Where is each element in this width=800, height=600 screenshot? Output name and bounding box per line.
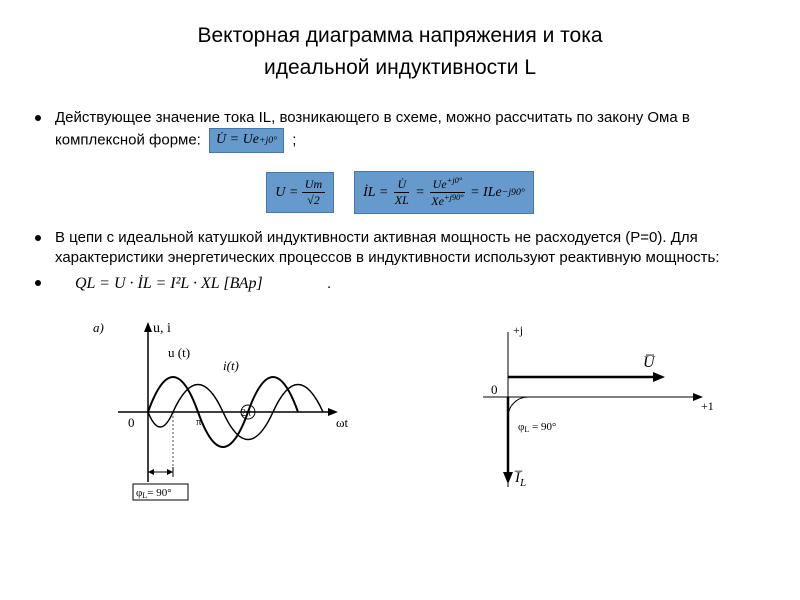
- bullet-dot: [35, 235, 41, 241]
- label-0v: 0: [491, 382, 498, 397]
- bullet-dot: [35, 280, 41, 286]
- label-phi-wave: φL= 90°: [136, 487, 172, 500]
- title-line-2: идеальной индуктивности L: [35, 52, 765, 84]
- label-0: 0: [128, 415, 135, 430]
- formula-il: İL = U̇ XL = Ue+j0° Xe+j90° = ILe−j90°: [354, 171, 534, 214]
- bullet-1-before: Действующее значение тока IL, возникающе…: [55, 109, 690, 149]
- bullet-dot: [35, 115, 41, 121]
- wave-svg: a) u, i ωt 0 u (t) i(t) π 2π: [78, 312, 358, 512]
- label-ui: u, i: [153, 321, 171, 336]
- bullet-3: QL = U · İL = I²L · XL [ВАр] .: [35, 273, 765, 295]
- slide-title: Векторная диаграмма напряжения и тока ид…: [35, 20, 765, 83]
- bullet-2-text: В цепи с идеальной катушкой индуктивност…: [55, 228, 765, 269]
- formula-um: U = Um √2: [266, 172, 334, 213]
- label-p1: +1: [701, 399, 714, 413]
- label-it: i(t): [223, 358, 239, 373]
- label-pi: π: [196, 416, 202, 428]
- bullet-2: В цепи с идеальной катушкой индуктивност…: [35, 228, 765, 269]
- label-phi-vec: φL = 90°: [518, 421, 556, 434]
- label-2pi: 2π: [241, 408, 251, 419]
- formula-ql: QL = U · İL = I²L · XL [ВАр]: [75, 275, 263, 292]
- label-ut: u (t): [168, 345, 190, 360]
- label-a: a): [93, 320, 104, 335]
- formula-row: U = Um √2 İL = U̇ XL = Ue+j0° Xe+j90° = …: [35, 171, 765, 214]
- bullet-1-after: ;: [292, 132, 296, 149]
- bullet-3-text: QL = U · İL = I²L · XL [ВАр] .: [55, 273, 765, 295]
- diagrams-row: a) u, i ωt 0 u (t) i(t) π 2π: [35, 312, 765, 517]
- vector-svg: +j +1 0 U̅ I̅L φL = 90°: [443, 312, 723, 512]
- label-il-vec: I̅L: [513, 470, 525, 489]
- bullet-1: Действующее значение тока IL, возникающе…: [35, 108, 765, 153]
- title-line-1: Векторная диаграмма напряжения и тока: [35, 20, 765, 52]
- label-u-vec: U̅: [643, 354, 656, 371]
- wave-diagram: a) u, i ωt 0 u (t) i(t) π 2π: [78, 312, 358, 517]
- label-pj: +j: [513, 323, 523, 337]
- label-wt: ωt: [336, 415, 349, 430]
- trailing-dot: .: [327, 275, 331, 292]
- vector-diagram: +j +1 0 U̅ I̅L φL = 90°: [443, 312, 723, 517]
- formula-u-dot: U̇ = Ue+j0°: [209, 128, 284, 153]
- bullet-1-text: Действующее значение тока IL, возникающе…: [55, 108, 765, 153]
